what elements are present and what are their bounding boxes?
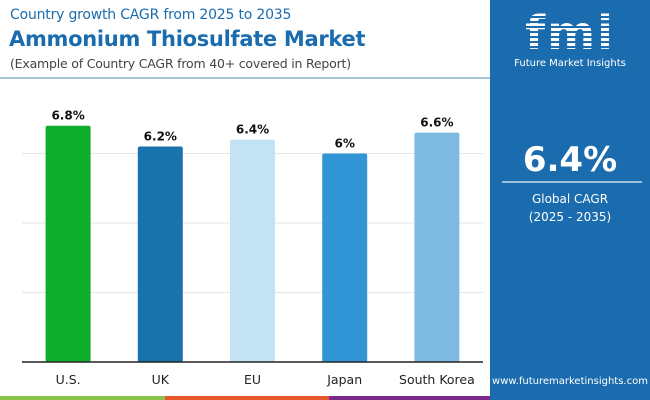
- data-label: 6%: [335, 137, 355, 151]
- x-tick-label: Japan: [326, 372, 362, 387]
- x-tick-label: U.S.: [56, 372, 81, 387]
- data-label: 6.2%: [144, 130, 177, 144]
- chart-title: Ammonium Thiosulfate Market: [9, 27, 366, 51]
- footer-strip-green: [0, 396, 165, 400]
- footer-strip-purple: [329, 396, 490, 400]
- bar: [414, 132, 460, 362]
- chart-subtitle: Country growth CAGR from 2025 to 2035: [10, 7, 292, 23]
- data-label: 6.6%: [420, 116, 453, 130]
- header-divider: [0, 77, 490, 79]
- x-tick-label: UK: [152, 372, 170, 387]
- data-label: 6.8%: [51, 109, 84, 123]
- footer-strip-orange: [165, 396, 329, 400]
- bar: [230, 139, 275, 362]
- brand-name: Future Market Insights: [514, 58, 626, 69]
- global-cagr-label: Global CAGR: [531, 192, 609, 206]
- chart-note: (Example of Country CAGR from 40+ covere…: [10, 56, 351, 71]
- data-label: 6.4%: [236, 123, 269, 137]
- global-cagr-value: 6.4%: [522, 140, 618, 180]
- x-tick-label: EU: [244, 372, 261, 387]
- x-tick-label: South Korea: [399, 372, 475, 387]
- fmi-logo: fmi: [490, 8, 650, 58]
- bar: [137, 146, 183, 362]
- bar: [322, 153, 368, 362]
- side-panel: fmi Future Market Insights 6.4% Global C…: [490, 0, 650, 400]
- website-link[interactable]: www.futuremarketinsights.com: [492, 376, 648, 387]
- panel-divider: [502, 181, 642, 183]
- global-cagr-period: (2025 - 2035): [528, 210, 612, 224]
- bar: [45, 125, 91, 362]
- bar-chart: 6.8% U.S. 6.2% UK 6.4% EU 6% Japan 6.6% South Kor…: [22, 109, 483, 387]
- global-cagr-caption: Global CAGR (2025 - 2035): [490, 190, 650, 226]
